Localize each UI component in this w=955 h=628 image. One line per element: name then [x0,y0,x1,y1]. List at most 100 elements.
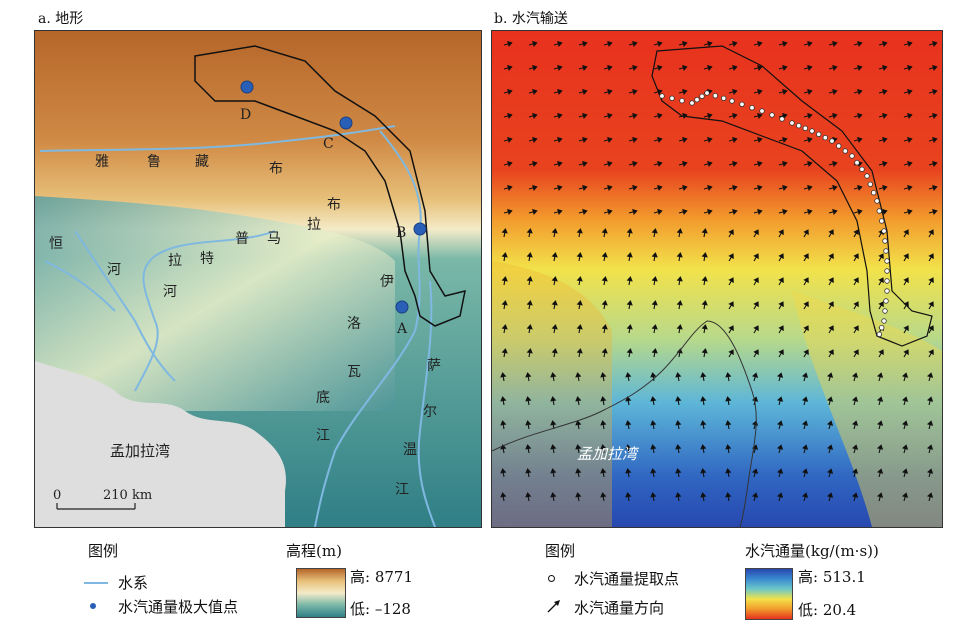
flux-arrow-head [907,208,913,216]
scale-start: 0 [53,488,61,503]
flux-arrow-head [575,492,582,498]
river-char: 特 [200,251,214,267]
flux-arrow-head [682,208,688,216]
flux-arrow-head [682,88,688,96]
flux-arrow-head [901,372,909,378]
river-char: 普 [235,231,249,247]
flux-arrow-head [582,184,588,192]
river-char: 拉 [307,217,321,233]
flux-arrow-head [657,184,663,192]
flux-arrow-head [682,160,688,168]
flux-arrow-head [507,136,513,144]
flux-arrow-head [576,324,583,330]
extraction-point [769,112,775,118]
flux-arrow-head [882,64,888,72]
flux-arrow-head [651,228,658,234]
flux-arrow-head [600,396,607,402]
flux-arrow-head [557,160,563,168]
terrain-map[interactable]: A B C D 雅 鲁 藏 布 布 拉 马 普 特 拉 恒 河 河 伊 洛 瓦 … [34,30,482,528]
flux-arrow-head [682,184,688,192]
flux-arrow-head [901,468,909,474]
flux-arrow-head [857,40,863,48]
flux-arrow-head [828,253,834,260]
vapor-flux-map[interactable]: 孟加拉湾 [491,30,943,528]
extraction-point [867,181,873,187]
flux-arrow-head [776,492,784,498]
max-point-b[interactable] [413,222,427,236]
flux-arrow-head [607,160,613,168]
extraction-point [779,116,785,122]
flux-arrow-head [525,396,532,402]
flux-high: 高: 513.1 [798,568,866,586]
flux-arrow-head [807,88,813,96]
extraction-point [796,122,802,129]
max-point-c[interactable] [339,116,353,130]
flux-arrow-head [801,444,809,450]
flux-arrow-head [778,229,784,236]
flux-arrow-head [928,253,934,260]
coastline [492,320,757,527]
flux-arrow-head [526,228,533,234]
elevation-high: 高: 8771 [350,568,413,586]
flux-arrow-head [525,468,532,474]
flux-arrow-head [782,64,788,72]
elevation-low: 低: –128 [350,600,411,618]
flux-arrow-head [728,301,734,308]
flux-arrow-head [832,184,838,192]
flux-arrow-head [782,136,788,144]
flux-arrow-head [700,396,707,402]
elevation-title: 高程(m) [286,542,342,560]
flux-arrow-head [907,136,913,144]
flux-arrow-head [601,276,608,282]
flux-arrow-head [903,349,909,356]
flux-arrow-head [651,252,658,258]
flux-arrow-head [557,208,563,216]
flux-arrow-head [782,184,788,192]
extraction-point [874,198,880,204]
flux-arrow-head [701,228,708,234]
flux-arrow-head [526,252,533,258]
flux-arrow-head [701,300,708,306]
max-point-d[interactable] [240,80,254,94]
flux-arrow-head [551,252,558,258]
flux-arrow-head [651,300,658,306]
flux-arrow-head [732,160,738,168]
max-point-a[interactable] [395,300,409,314]
flux-arrow-head [932,136,938,144]
flux-arrow-head [832,40,838,48]
flux-low: 低: 20.4 [798,601,857,619]
flux-arrow-head [857,136,863,144]
flux-arrow-head [907,64,913,72]
flux-arrow-head [928,277,934,284]
flux-arrow-head [828,301,834,308]
flux-arrow-head [728,253,734,260]
flux-arrow-head [501,348,508,354]
flux-arrow-head [826,420,834,426]
flux-arrow-head [776,468,784,474]
flux-arrow-head [525,372,532,378]
flux-arrow-head [507,112,513,120]
flux-arrow-head [826,492,834,498]
flux-arrow-head [901,444,909,450]
flux-arrow-head [926,396,934,402]
extraction-point [789,120,795,126]
flux-arrow-head [575,396,582,402]
flux-arrow-head [757,160,763,168]
river-char: 布 [327,197,341,213]
flux-arrow-head [507,88,513,96]
flux-arrow-head [582,136,588,144]
flux-arrow-head [557,40,563,48]
flux-arrow-head [876,444,884,450]
flux-arrow-head [826,372,834,378]
flux-arrow-head [803,277,809,284]
flux-arrow-head [832,208,838,216]
flux-arrow-head [626,276,633,282]
flux-arrow-head [778,277,784,284]
flux-arrow-head [675,468,682,474]
extraction-point [879,218,885,224]
extraction-point [729,98,735,104]
flux-arrow-head [632,208,638,216]
flux-arrow-head [801,492,809,498]
extraction-point [759,108,765,114]
extraction-point [659,93,665,99]
